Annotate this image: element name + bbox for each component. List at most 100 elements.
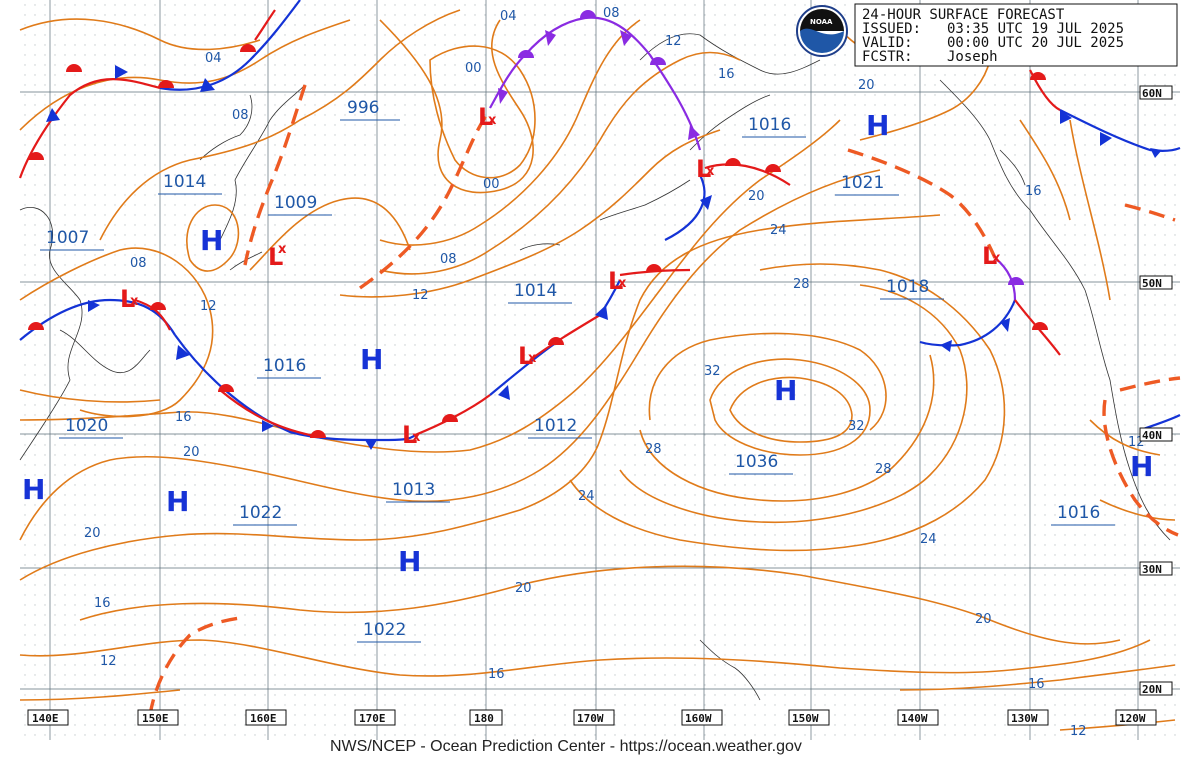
svg-text:1007: 1007 xyxy=(46,228,89,248)
longitude-label: 130W xyxy=(1008,710,1048,725)
longitude-label: 160W xyxy=(682,710,722,725)
isobar-label: 12 xyxy=(412,288,429,303)
isobar-label: 12 xyxy=(200,299,217,314)
svg-text:1018: 1018 xyxy=(886,277,929,297)
isobar-label: 20 xyxy=(84,526,101,541)
svg-text:1012: 1012 xyxy=(534,416,577,436)
high-center: H xyxy=(1130,450,1153,483)
longitude-label: 150W xyxy=(789,710,829,725)
isobar-label: 16 xyxy=(718,67,735,82)
isobar-label: 20 xyxy=(183,445,200,460)
svg-text:150E: 150E xyxy=(142,712,169,725)
high-center: H xyxy=(200,224,223,257)
svg-text:1021: 1021 xyxy=(841,173,884,193)
svg-text:x: x xyxy=(528,351,537,366)
svg-text:x: x xyxy=(130,294,139,309)
svg-text:1016: 1016 xyxy=(263,356,306,376)
svg-text:1009: 1009 xyxy=(274,193,317,213)
longitude-label: 140W xyxy=(898,710,938,725)
isobar-label: 08 xyxy=(440,252,457,267)
isobar-label: 08 xyxy=(130,256,147,271)
svg-text:50N: 50N xyxy=(1142,277,1162,290)
svg-text:1014: 1014 xyxy=(163,172,206,192)
isobar-label: 24 xyxy=(920,532,937,547)
credit-text: NWS/NCEP - Ocean Prediction Center - htt… xyxy=(330,738,802,755)
high-center: H xyxy=(866,109,889,142)
high-center: H xyxy=(398,545,421,578)
isobar-label: 16 xyxy=(488,667,505,682)
svg-text:1036: 1036 xyxy=(735,452,778,472)
svg-text:x: x xyxy=(706,164,715,179)
isobar-label: 16 xyxy=(1025,184,1042,199)
svg-text:170E: 170E xyxy=(359,712,386,725)
svg-text:170W: 170W xyxy=(577,712,604,725)
svg-text:20N: 20N xyxy=(1142,683,1162,696)
isobar-label: 16 xyxy=(175,410,192,425)
svg-text:1022: 1022 xyxy=(239,503,282,523)
svg-text:x: x xyxy=(992,251,1001,266)
svg-text:140E: 140E xyxy=(32,712,59,725)
svg-text:130W: 130W xyxy=(1011,712,1038,725)
dot-grid xyxy=(20,0,1180,740)
svg-text:1014: 1014 xyxy=(514,281,557,301)
svg-text:1020: 1020 xyxy=(65,416,108,436)
isobar-label: 20 xyxy=(515,581,532,596)
svg-text:180: 180 xyxy=(474,712,494,725)
isobar-label: 08 xyxy=(232,108,249,123)
forecaster-label: FCSTR: xyxy=(862,49,913,65)
noaa-logo: NOAA xyxy=(797,6,847,56)
high-center: H xyxy=(22,473,45,506)
svg-text:1022: 1022 xyxy=(363,620,406,640)
high-center: H xyxy=(166,485,189,518)
longitude-label: 170W xyxy=(574,710,614,725)
longitude-label: 140E xyxy=(28,710,68,725)
latitude-label: 40N xyxy=(1140,428,1172,442)
latitude-label: 60N xyxy=(1140,86,1172,100)
isobar-label: 28 xyxy=(645,442,662,457)
latitude-label: 20N xyxy=(1140,682,1172,696)
forecast-header: 24-HOUR SURFACE FORECAST ISSUED: 03:35 U… xyxy=(855,4,1177,66)
longitude-label: 120W xyxy=(1116,710,1156,725)
svg-text:1016: 1016 xyxy=(748,115,791,135)
longitude-label: 150E xyxy=(138,710,178,725)
longitude-label: 160E xyxy=(246,710,286,725)
isobar-label: 24 xyxy=(770,223,787,238)
isobar-label: 32 xyxy=(848,419,865,434)
latitude-label: 30N xyxy=(1140,562,1172,576)
svg-text:60N: 60N xyxy=(1142,87,1162,100)
isobar-label: 00 xyxy=(465,61,482,76)
svg-text:30N: 30N xyxy=(1142,563,1162,576)
svg-text:996: 996 xyxy=(347,98,379,118)
latitude-label: 50N xyxy=(1140,276,1172,290)
isobar-label: 12 xyxy=(1070,724,1087,739)
isobar-label: 32 xyxy=(704,364,721,379)
svg-text:40N: 40N xyxy=(1142,429,1162,442)
svg-text:1013: 1013 xyxy=(392,480,435,500)
isobar-label: 28 xyxy=(875,462,892,477)
longitude-label: 180 xyxy=(470,710,502,725)
isobar-label: 16 xyxy=(1028,677,1045,692)
svg-text:x: x xyxy=(412,430,421,445)
high-center: H xyxy=(360,343,383,376)
svg-text:150W: 150W xyxy=(792,712,819,725)
high-center: H xyxy=(774,374,797,407)
svg-text:x: x xyxy=(618,276,627,291)
isobar-label: 12 xyxy=(665,34,682,49)
isobar-label: 16 xyxy=(94,596,111,611)
svg-text:140W: 140W xyxy=(901,712,928,725)
longitude-label: 170E xyxy=(355,710,395,725)
svg-text:160E: 160E xyxy=(250,712,277,725)
svg-text:160W: 160W xyxy=(685,712,712,725)
isobar-label: 28 xyxy=(793,277,810,292)
svg-text:1016: 1016 xyxy=(1057,503,1100,523)
isobar-label: 24 xyxy=(578,489,595,504)
svg-text:NOAA: NOAA xyxy=(810,18,833,26)
isobar-label: 20 xyxy=(858,78,875,93)
isobar-label: 12 xyxy=(100,654,117,669)
svg-text:120W: 120W xyxy=(1119,712,1146,725)
svg-text:x: x xyxy=(488,113,497,128)
svg-text:x: x xyxy=(278,242,287,257)
isobar-label: 20 xyxy=(975,612,992,627)
isobar-label: 04 xyxy=(205,51,222,66)
